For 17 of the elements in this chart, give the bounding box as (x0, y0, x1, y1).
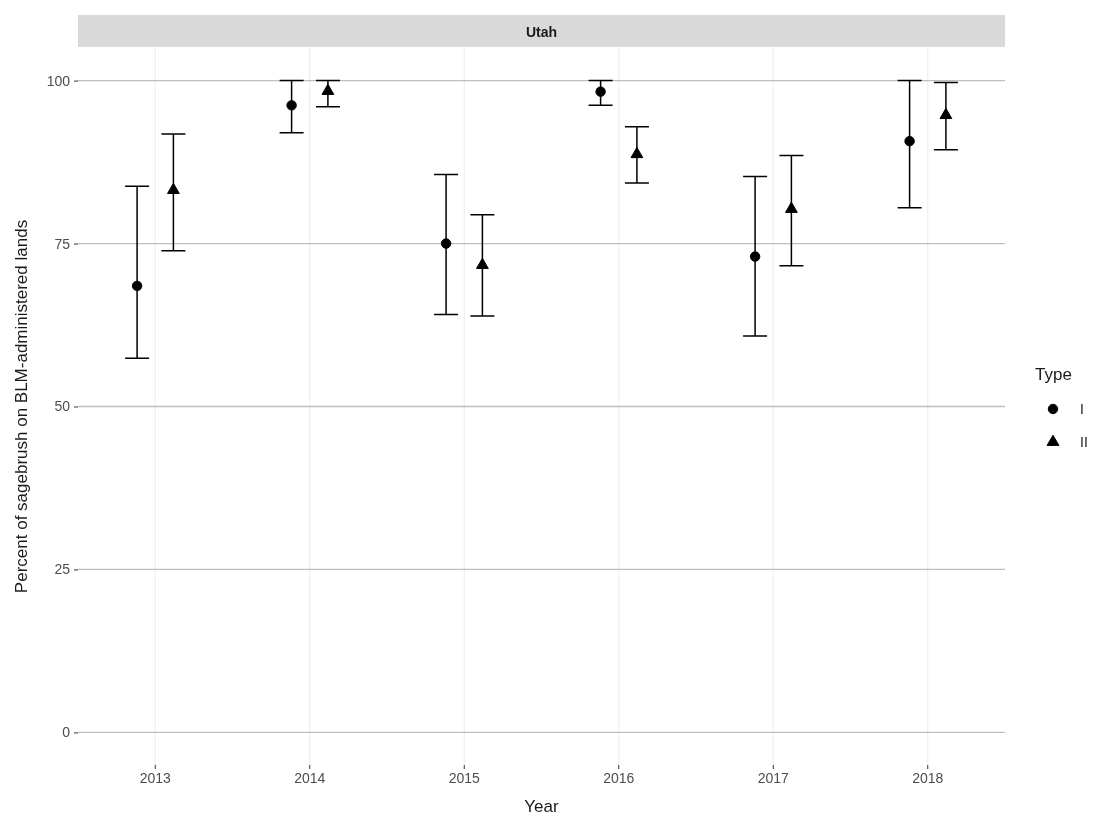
y-tick-label: 50 (54, 398, 71, 415)
y-tick-label: 25 (54, 561, 71, 578)
y-tick-label: 75 (54, 235, 71, 252)
x-tick-label: 2014 (294, 769, 326, 786)
x-tick-label: 2015 (448, 769, 481, 786)
y-axis-title: Percent of sagebrush on BLM-administered lands (12, 219, 31, 594)
chart-title: Utah (525, 24, 558, 40)
x-tick-label: 2018 (912, 769, 944, 786)
y-tick-label: 0 (62, 724, 71, 741)
x-tick-label: 2017 (757, 769, 790, 786)
y-tick-label: 100 (46, 72, 71, 89)
legend-label: I (1080, 401, 1084, 417)
legend-title: Type (1035, 365, 1072, 384)
x-tick-label: 2016 (603, 769, 635, 786)
x-axis-title: Year (524, 797, 560, 816)
legend-label: II (1080, 434, 1088, 450)
x-tick-label: 2013 (139, 769, 172, 786)
